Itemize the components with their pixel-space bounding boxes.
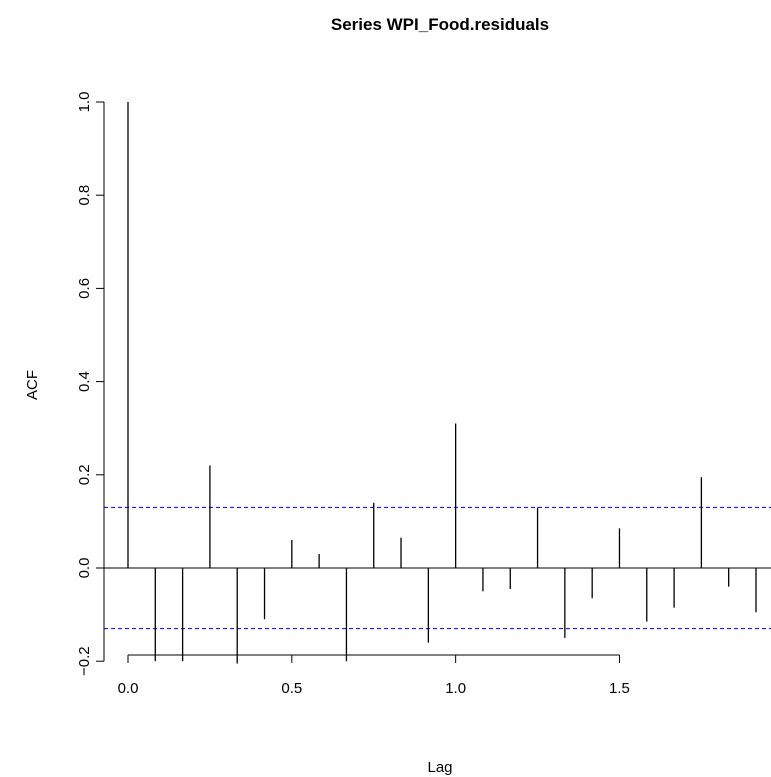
x-tick-label: 1.5 [609, 680, 630, 697]
y-axis: −0.2 0.0 0.2 0.4 0.6 0.8 1.0 [76, 92, 105, 676]
x-axis-label: Lag [427, 759, 452, 776]
y-tick-label: 0.2 [76, 464, 93, 485]
y-tick-label: 0.4 [76, 371, 93, 392]
y-tick-label: 0.8 [76, 185, 93, 206]
y-axis-label: ACF [24, 370, 41, 400]
confidence-bounds [104, 506, 771, 630]
y-tick-label: −0.2 [76, 646, 93, 676]
acf-spikes [127, 102, 757, 664]
x-tick-label: 0.5 [281, 680, 302, 697]
chart-title: Series WPI_Food.residuals [331, 15, 549, 34]
y-tick-label: 0.0 [76, 558, 93, 579]
y-tick-label: 1.0 [76, 92, 93, 113]
x-tick-label: 1.0 [445, 680, 466, 697]
x-axis: 0.0 0.5 1.0 1.5 [118, 654, 630, 697]
x-tick-label: 0.0 [118, 680, 139, 697]
y-tick-label: 0.6 [76, 278, 93, 299]
